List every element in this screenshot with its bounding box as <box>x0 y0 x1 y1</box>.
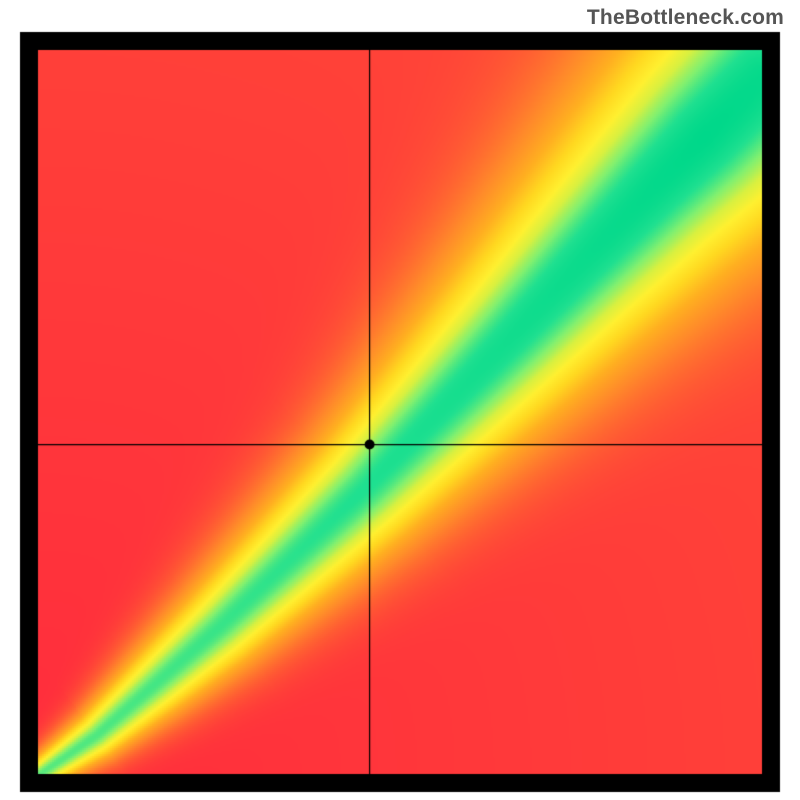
bottleneck-heatmap <box>0 0 800 800</box>
watermark-text: TheBottleneck.com <box>587 6 784 30</box>
chart-container: { "watermark": { "text": "TheBottleneck.… <box>0 0 800 800</box>
